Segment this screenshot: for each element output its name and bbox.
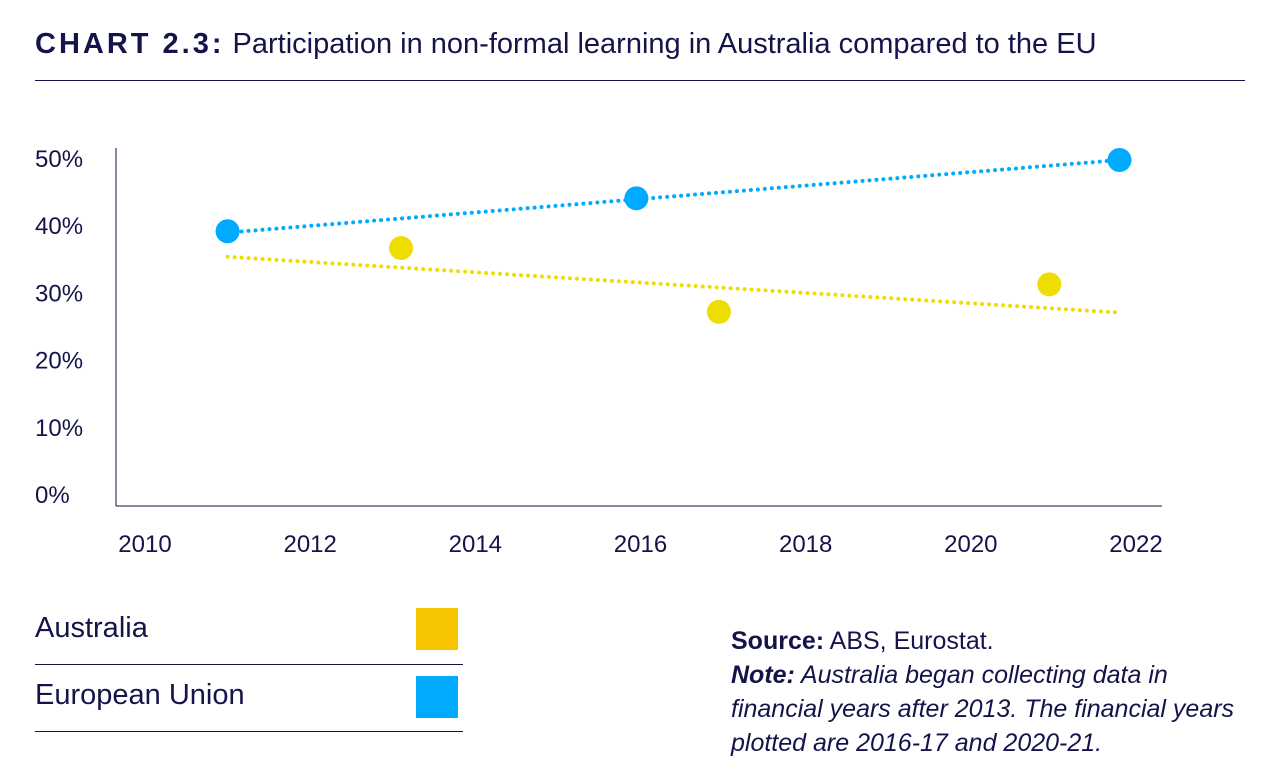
y-tick-label: 40% (35, 213, 83, 240)
source-text: ABS, Eurostat. (824, 627, 994, 655)
y-tick-label: 30% (35, 280, 83, 307)
data-point-australia (389, 236, 414, 261)
legend-swatch-eu (416, 676, 458, 718)
trendline-australia (225, 254, 1122, 315)
x-tick-label: 2012 (283, 531, 336, 558)
chart-notes: Source: ABS, Eurostat. Note: Australia b… (731, 624, 1251, 760)
source-label: Source: (731, 627, 825, 655)
data-point-australia (706, 299, 731, 324)
y-tick-label: 50% (35, 146, 83, 173)
plot-area: 0% 10% 20% 30% 40% 50% 2010 2012 2014 2016 2018 202… (35, 146, 1163, 558)
legend-divider (35, 664, 463, 665)
y-tick-label: 20% (35, 348, 83, 375)
legend-label-eu: European Union (35, 679, 245, 711)
chart-number: CHART 2.3: (35, 28, 225, 60)
y-tick-label: 10% (35, 415, 83, 442)
x-tick-label: 2022 (1109, 531, 1162, 558)
y-tick-label: 0% (35, 482, 70, 509)
x-tick-label: 2016 (614, 531, 667, 558)
legend-divider (35, 731, 463, 732)
legend-swatch-australia (416, 608, 458, 650)
data-point-european-union (1107, 148, 1132, 173)
x-tick-label: 2010 (118, 531, 171, 558)
title-divider (35, 80, 1245, 81)
data-point-european-union (215, 219, 240, 244)
x-tick-label: 2020 (944, 531, 997, 558)
chart-title: CHART 2.3: Participation in non-formal le… (35, 28, 1097, 61)
trendline-european-union (225, 158, 1122, 235)
data-point-european-union (624, 186, 649, 211)
legend-label-australia: Australia (35, 612, 148, 644)
chart-title-text: Participation in non-formal learning in … (232, 28, 1097, 60)
x-tick-label: 2018 (779, 531, 832, 558)
x-tick-label: 2014 (449, 531, 502, 558)
data-point-australia (1037, 272, 1062, 297)
note-label: Note: (731, 661, 795, 689)
note-text: Australia began collecting data in finan… (731, 661, 1235, 757)
